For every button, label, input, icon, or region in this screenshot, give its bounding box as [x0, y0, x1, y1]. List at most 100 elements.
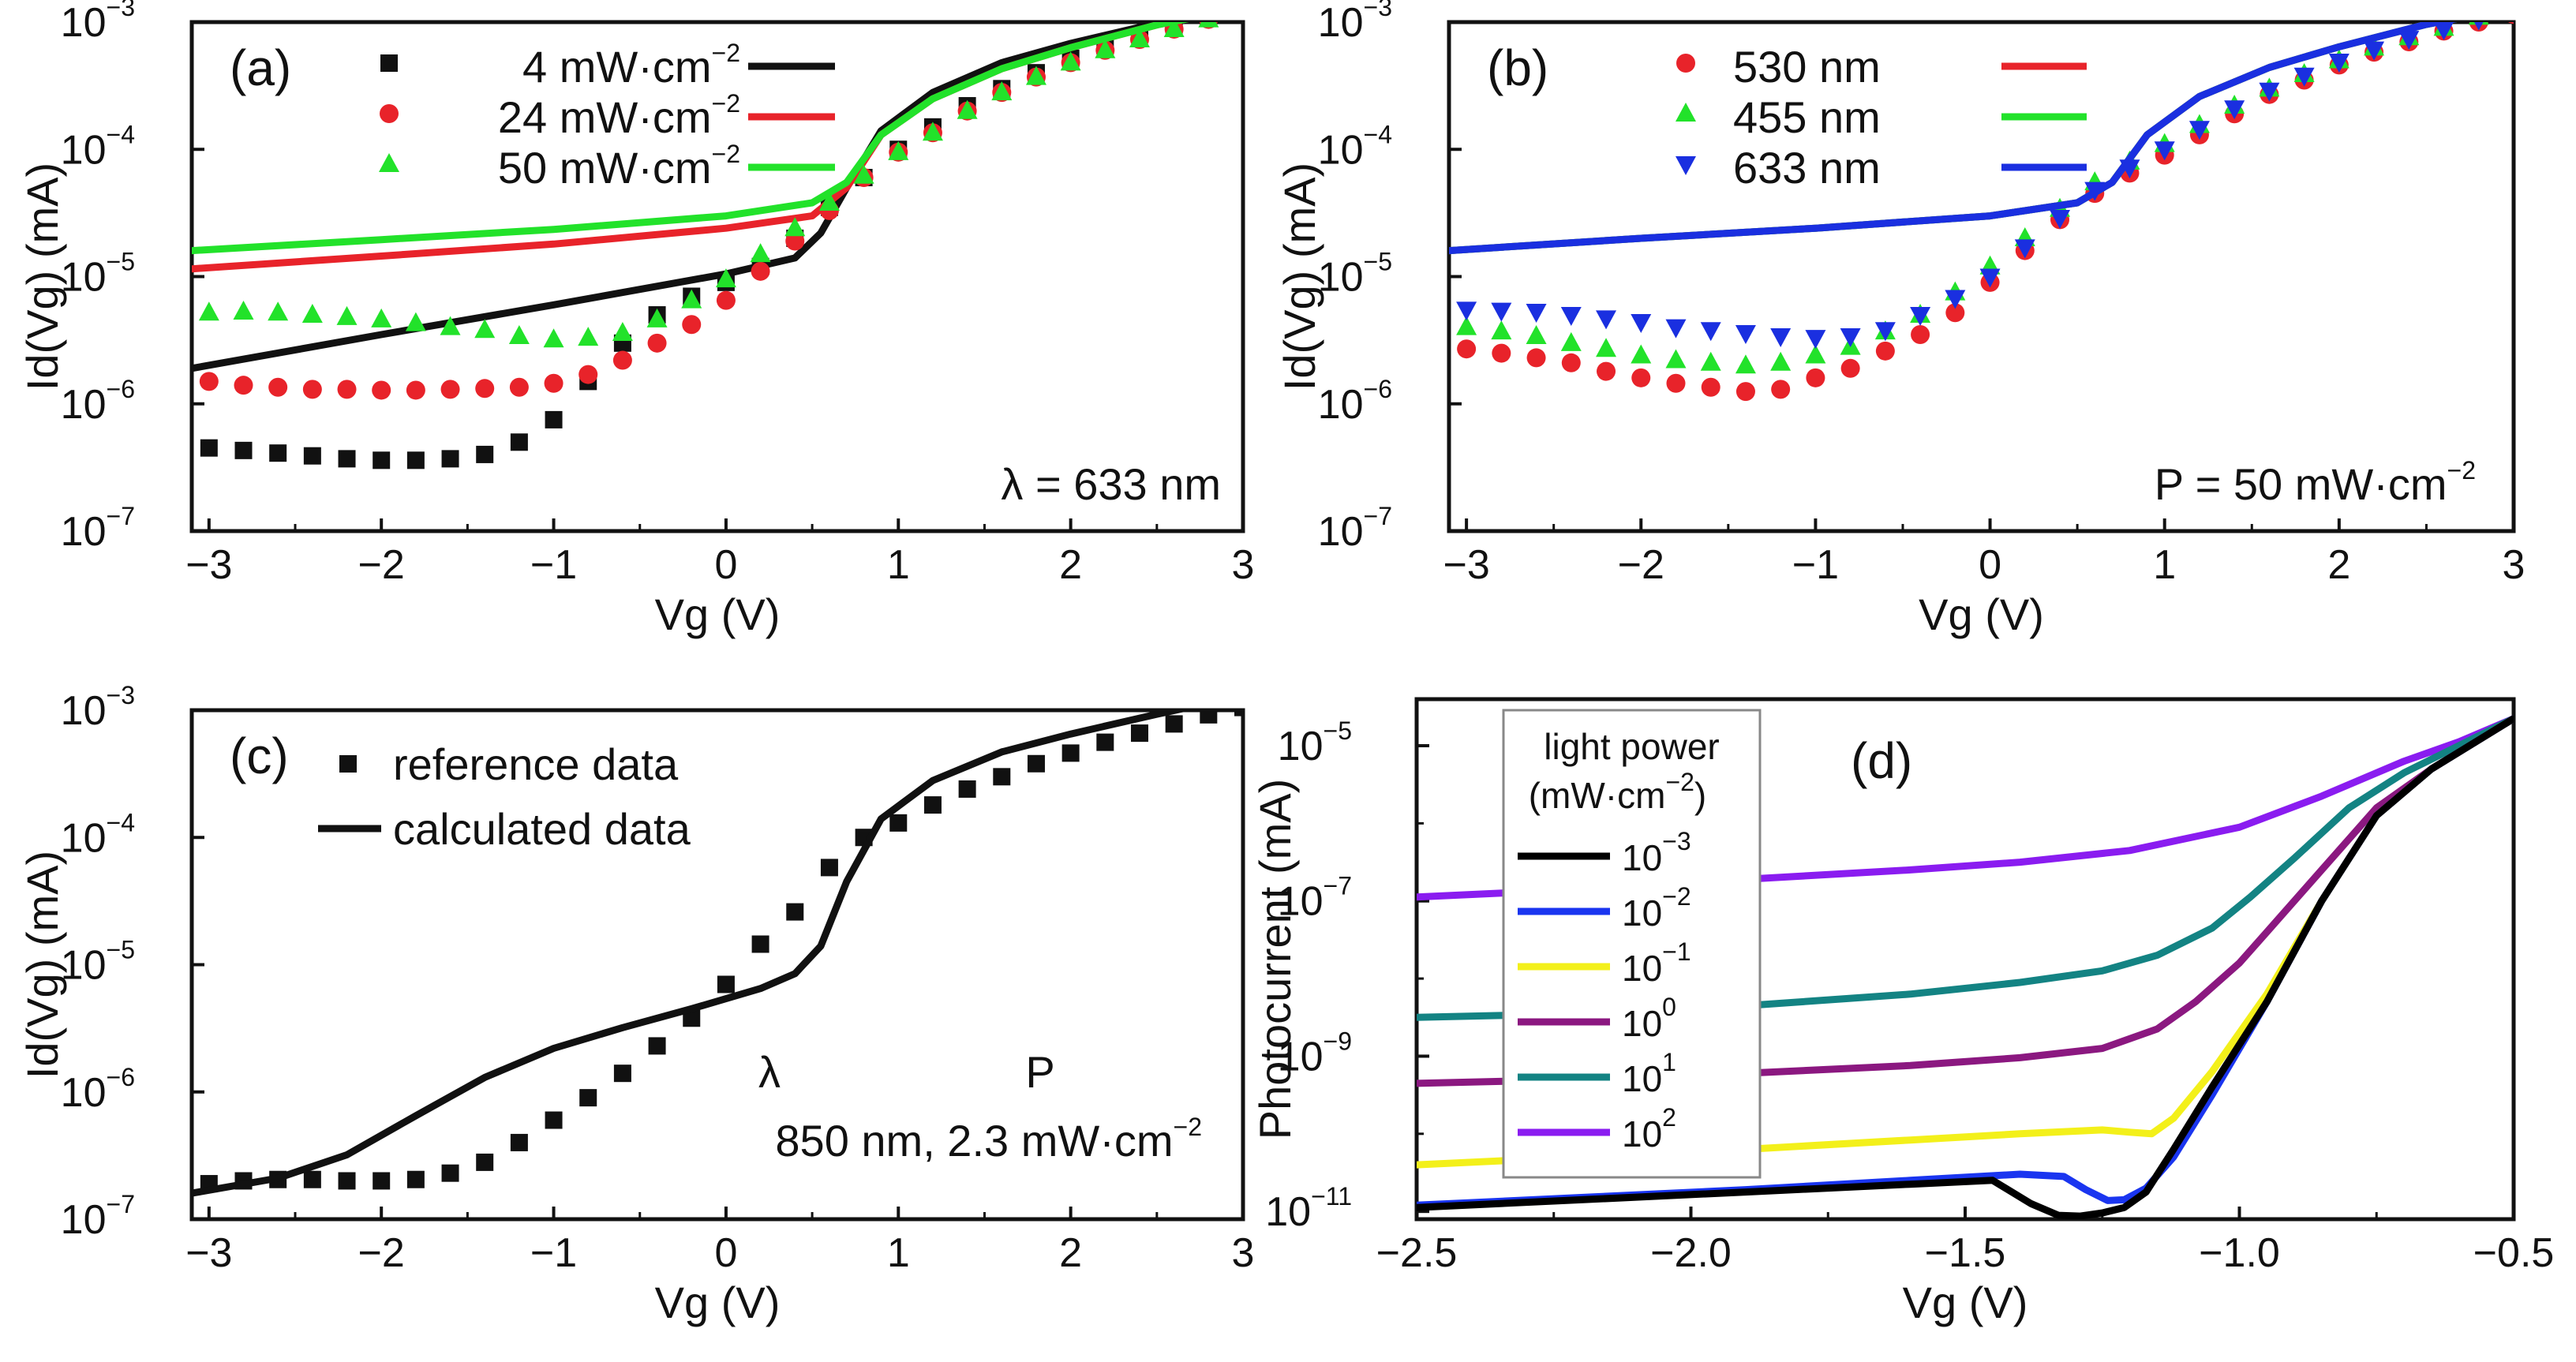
data-point: [1163, 22, 1185, 37]
data-point: [1665, 349, 1687, 369]
data-point: [1526, 325, 1547, 345]
y-axis-label: Photocurrent (mA): [1250, 779, 1300, 1140]
data-point: [1456, 316, 1477, 335]
data-point: [1700, 351, 1721, 371]
data-point: [1457, 339, 1477, 359]
data-point: [1130, 724, 1148, 743]
data-point: [373, 451, 391, 470]
y-tick-label-base: 10: [61, 382, 107, 428]
data-point: [337, 380, 357, 399]
legend-label: 50 mW·cm−2: [498, 140, 740, 193]
legend-title: light power: [1544, 726, 1719, 767]
series-line: [192, 710, 1193, 1197]
data-point: [717, 975, 735, 993]
y-tick-label-base: 10: [1318, 255, 1364, 301]
x-tick-label: −2.5: [1376, 1230, 1458, 1276]
x-tick-label: 2: [1059, 542, 1082, 588]
data-point: [2508, 22, 2514, 24]
data-point: [991, 81, 1013, 101]
data-point: [1735, 354, 1756, 374]
data-point: [2434, 22, 2454, 40]
y-tick-label: 10−4: [61, 120, 135, 173]
data-point: [2154, 141, 2175, 161]
data-point: [682, 315, 702, 335]
annotation-p: P: [1025, 1047, 1054, 1097]
y-tick-label: 10−7: [61, 1190, 135, 1243]
y-tick-label-base: 10: [61, 1197, 107, 1243]
legend-label-exp: 2: [1662, 1103, 1676, 1132]
x-tick-label: −3: [1443, 542, 1489, 588]
legend-box: [1502, 709, 1762, 1179]
data-point: [853, 164, 874, 184]
y-axis: 10−710−610−510−410−3Id(Vg) (mA): [1275, 0, 1462, 555]
data-point: [440, 316, 461, 335]
panel-label: (d): [1851, 732, 1912, 789]
y-tick-label-base: 10: [1318, 509, 1364, 555]
data-point: [2503, 0, 2524, 17]
legend-label: 100: [1622, 993, 1676, 1044]
data-point: [1805, 330, 1826, 350]
data-point: [1560, 307, 1582, 327]
data-point: [1701, 377, 1720, 397]
data-point: [683, 1009, 701, 1027]
data-point: [1979, 268, 2001, 288]
y-tick-label-exp: −6: [107, 375, 135, 403]
x-tick-label: 1: [887, 1230, 910, 1276]
data-point: [474, 319, 496, 339]
legend-label: 102: [1622, 1103, 1676, 1154]
annotation-conditions: 850 nm, 2.3 mW·cm−2: [775, 1113, 1202, 1166]
data-point: [1165, 715, 1183, 733]
data-point: [1631, 344, 1652, 364]
y-tick-label-base: 10: [1278, 724, 1324, 769]
data-point: [579, 1089, 597, 1107]
panel-a: −3 −2 −1 0 1 2 3Vg (V)10−710−610−510−410−3Id(V…: [17, 0, 1254, 639]
data-point: [889, 814, 908, 832]
y-tick-label: 10−3: [1318, 0, 1392, 46]
data-point: [545, 1111, 563, 1129]
plot-area: [1449, 0, 2524, 402]
y-tick-label: 10−3: [61, 681, 135, 734]
legend-label: 10−1: [1622, 937, 1691, 989]
data-point: [508, 325, 530, 345]
legend-label: 633 nm: [1733, 143, 1881, 193]
data-point: [406, 380, 425, 400]
y-tick-label: 10−5: [1318, 248, 1392, 301]
data-point: [1700, 322, 1721, 342]
series-4-mw-cm: [192, 22, 1218, 470]
data-point: [510, 433, 528, 451]
data-point: [1200, 710, 1218, 724]
x-axis: −3 −2 −1 0 1 2 3 Vg (V): [1443, 518, 2525, 639]
panel-label: (b): [1487, 39, 1548, 96]
legend-marker: [1676, 54, 1695, 73]
x-tick-label: −3: [185, 542, 232, 588]
y-tick-label-base: 10: [61, 815, 107, 861]
y-axis-label: Id(Vg) (mA): [1275, 163, 1324, 391]
x-tick-label: −3: [185, 1230, 232, 1276]
data-point: [1875, 341, 1895, 361]
data-point: [1665, 319, 1687, 339]
data-point: [199, 372, 219, 391]
x-axis-label: Vg (V): [655, 589, 781, 639]
data-point: [234, 376, 253, 395]
data-point: [647, 333, 667, 353]
data-point: [302, 380, 322, 399]
data-point: [198, 301, 219, 321]
data-point: [1025, 65, 1046, 85]
data-point: [2398, 31, 2420, 51]
data-point: [1840, 328, 1861, 348]
plot-area: [192, 710, 1243, 1197]
legend-label-base: 10: [1622, 837, 1662, 878]
series-line-power-3: [1417, 715, 2514, 1087]
y-tick-label-exp: −6: [107, 1063, 135, 1091]
legend-label-base: 10: [1622, 892, 1662, 934]
legend-label-exp: 0: [1662, 993, 1676, 1021]
data-point: [2474, 22, 2484, 31]
data-point: [2014, 239, 2035, 259]
data-point: [578, 365, 598, 384]
data-point: [1198, 22, 1219, 28]
data-point: [957, 99, 978, 119]
legend-label-base: 10: [1622, 1058, 1662, 1099]
x-tick-label: 3: [2503, 542, 2525, 588]
